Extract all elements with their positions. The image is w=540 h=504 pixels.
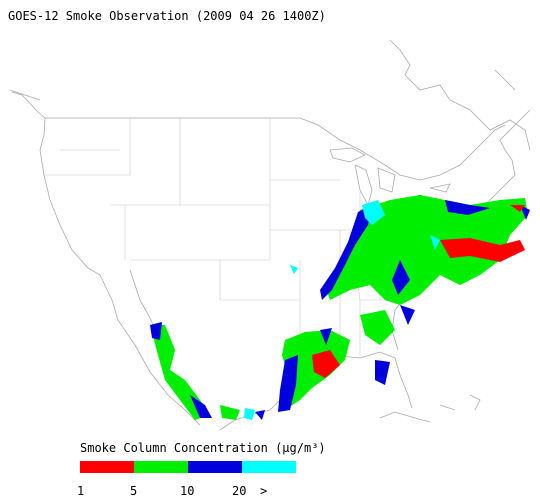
smoke-patch <box>362 200 440 250</box>
smoke-patch <box>312 350 340 378</box>
smoke-patch <box>150 325 240 420</box>
legend: Smoke Column Concentration (μg/m³) 1 5 10 2… <box>77 441 326 498</box>
legend-swatch <box>188 461 242 473</box>
smoke-patch <box>280 310 395 410</box>
canada-border <box>45 117 506 181</box>
map-title: GOES-12 Smoke Observation (2009 04 26 14… <box>8 9 326 23</box>
legend-label: 1 <box>77 484 84 498</box>
legend-swatch <box>80 461 134 473</box>
legend-label: 10 <box>180 484 194 498</box>
legend-label: > <box>260 484 267 498</box>
legend-label: 20 <box>232 484 246 498</box>
smoke-observations <box>150 195 530 420</box>
smoke-patch <box>278 305 415 412</box>
smoke-patch <box>325 195 528 305</box>
legend-title: Smoke Column Concentration (μg/m³) <box>80 441 326 455</box>
legend-swatch <box>134 461 188 473</box>
caribbean <box>379 394 481 423</box>
great-lakes <box>329 147 451 211</box>
canada-coast <box>389 39 531 151</box>
smoke-patch <box>440 205 525 262</box>
legend-label: 5 <box>130 484 137 498</box>
legend-swatch <box>242 461 296 473</box>
